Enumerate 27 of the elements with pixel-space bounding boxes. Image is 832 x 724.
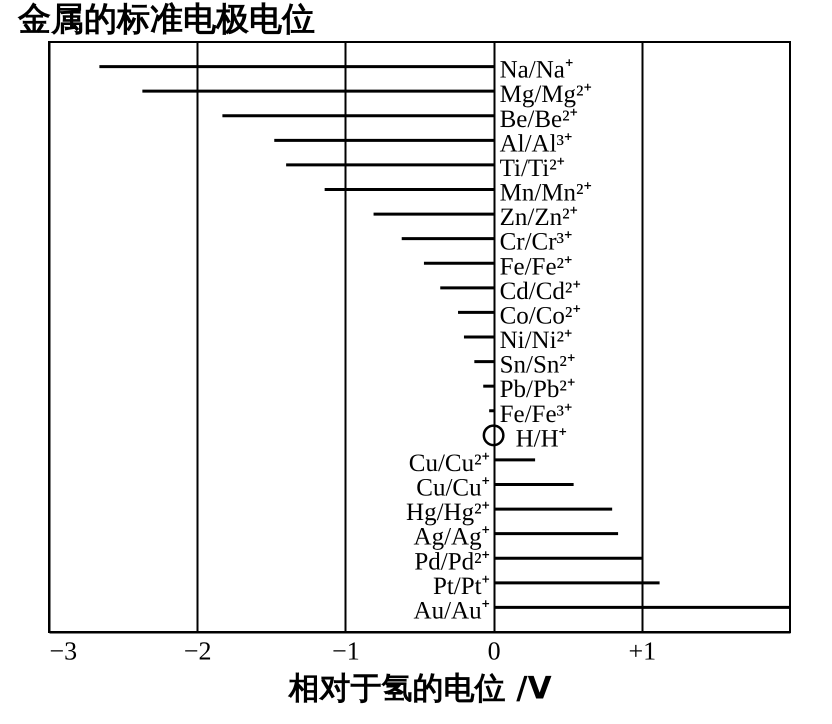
y-tick-label: Pb/Pb²⁺ — [500, 376, 575, 404]
y-tick-label: Cr/Cr³⁺ — [500, 228, 572, 256]
x-axis-title: 相对于氢的电位 /V — [287, 670, 552, 706]
y-tick-label: Cu/Cu²⁺ — [408, 450, 490, 477]
x-tick-label: −2 — [184, 636, 212, 666]
chart-title: 金属的标准电极电位 — [17, 0, 315, 38]
y-tick-label: Al/Al³⁺ — [500, 130, 572, 158]
x-tick-label: −1 — [332, 636, 360, 666]
y-tick-label: Mg/Mg²⁺ — [500, 81, 592, 108]
y-tick-label: Co/Co²⁺ — [500, 302, 580, 330]
y-tick-label: Cu/Cu⁺ — [416, 474, 490, 502]
y-tick-label: Fe/Fe²⁺ — [500, 253, 572, 280]
x-tick-label: +1 — [628, 636, 656, 666]
y-tick-label: Au/Au⁺ — [414, 597, 490, 624]
y-tick-label: Zn/Zn²⁺ — [500, 204, 578, 232]
y-tick-label: Hg/Hg²⁺ — [406, 499, 490, 526]
y-tick-label: Mn/Mn²⁺ — [500, 180, 592, 206]
x-tick-label: 0 — [488, 636, 501, 666]
y-tick-label: Pt/Pt⁺ — [432, 572, 490, 600]
y-tick-label: Fe/Fe³⁺ — [500, 400, 572, 428]
x-tick-label: −3 — [50, 636, 78, 666]
y-tick-label: Na/Na⁺ — [500, 56, 573, 84]
y-tick-label: Ni/Ni²⁺ — [500, 327, 572, 354]
y-tick-label: H/H⁺ — [516, 425, 567, 452]
y-tick-label: Cd/Cd²⁺ — [500, 278, 580, 305]
y-tick-label: Ti/Ti²⁺ — [500, 154, 565, 182]
y-tick-label: Sn/Sn²⁺ — [500, 352, 575, 379]
